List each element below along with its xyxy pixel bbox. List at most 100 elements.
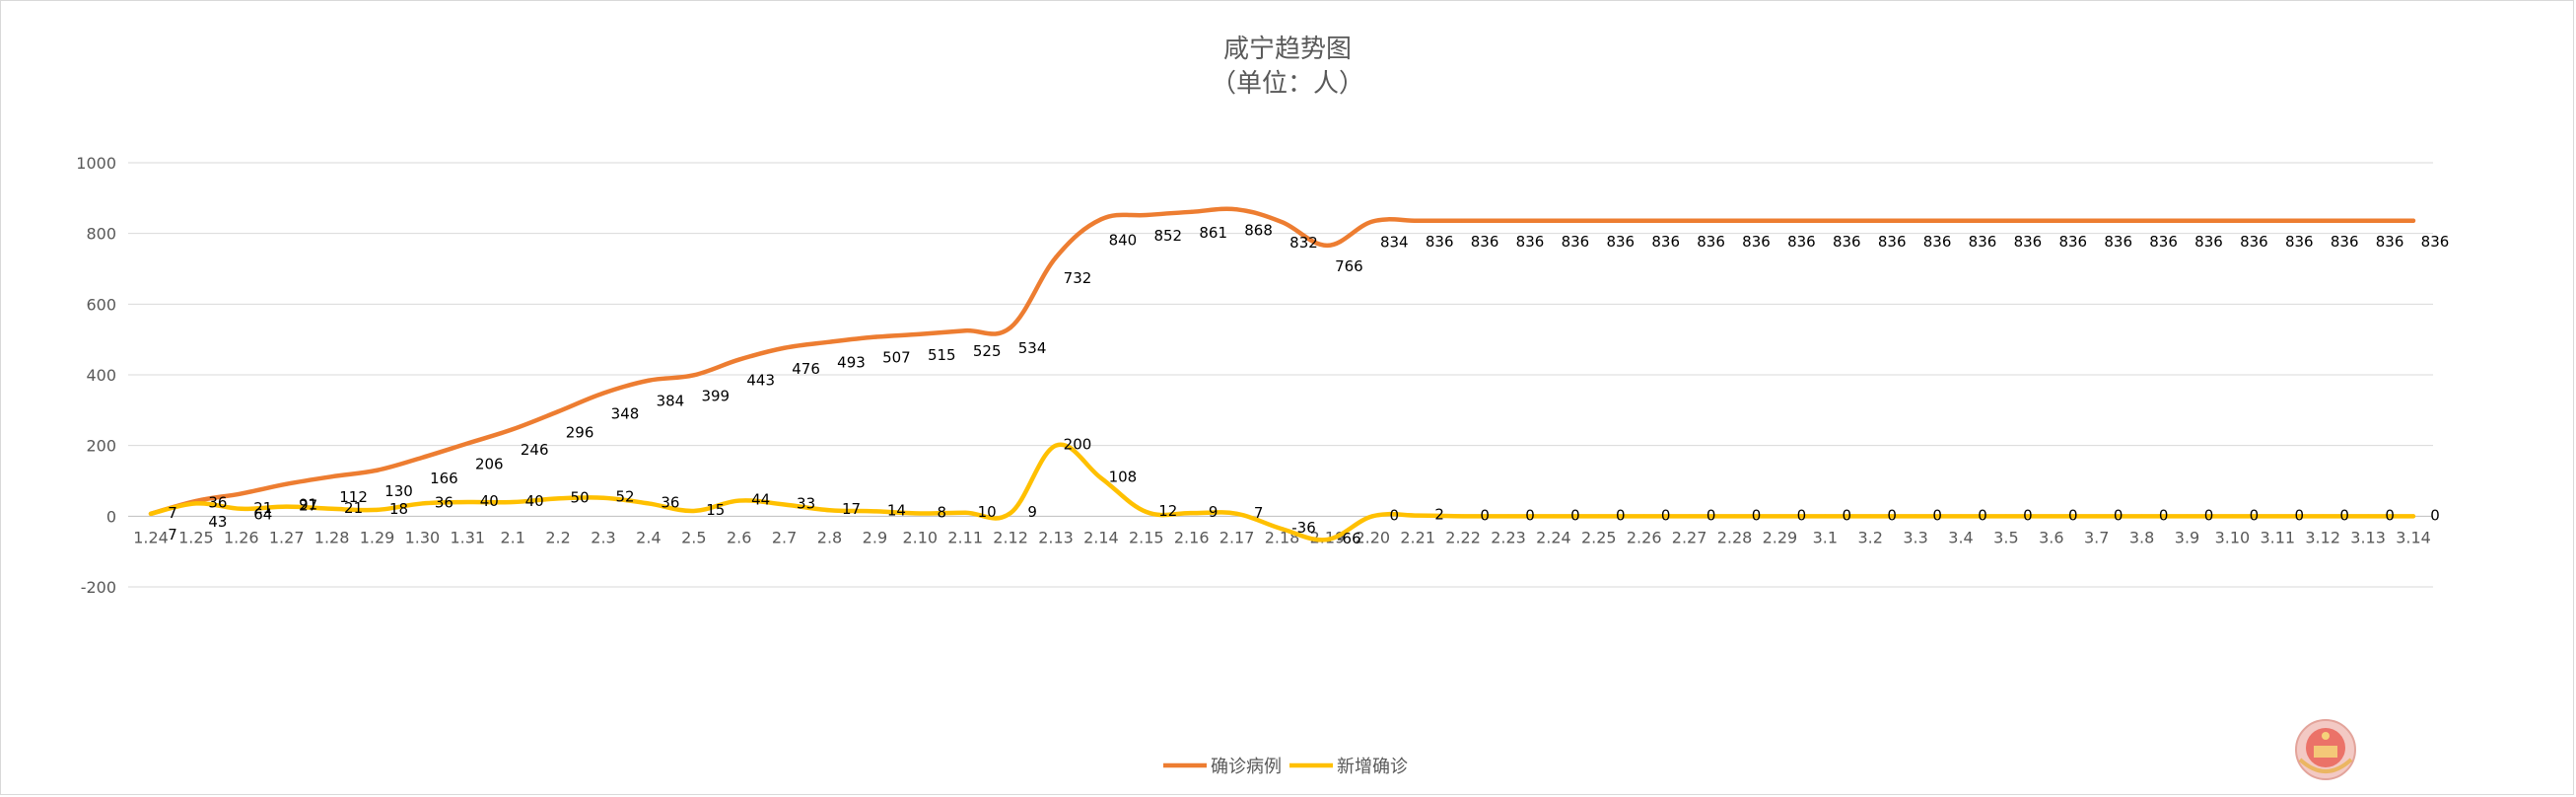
data-point [2321, 514, 2326, 519]
data-point [1641, 514, 1646, 519]
data-label: 861 [1199, 224, 1227, 242]
data-point [1506, 514, 1510, 519]
chart-subtitle: （单位：人） [1211, 69, 1364, 99]
data-label: 17 [842, 500, 861, 518]
data-label: 200 [1064, 436, 1092, 454]
data-label: 9 [1209, 503, 1218, 521]
data-label: 836 [2149, 233, 2178, 251]
data-label: 0 [2023, 506, 2033, 524]
x-tick-label: 2.6 [727, 528, 751, 546]
data-label: 836 [2014, 233, 2043, 251]
data-point [465, 500, 470, 504]
x-tick-label: 1.28 [314, 528, 350, 546]
x-tick-label: 2.2 [545, 528, 570, 546]
data-point [646, 378, 651, 383]
data-point [2185, 218, 2190, 223]
data-label: 0 [2159, 506, 2169, 524]
x-tick-label: 2.29 [1763, 528, 1798, 546]
y-tick-label: -200 [81, 578, 116, 597]
x-tick-label: 2.4 [636, 528, 661, 546]
data-point [691, 508, 696, 513]
data-label: 836 [1923, 233, 1952, 251]
x-tick-label: 1.27 [269, 528, 305, 546]
data-point [1009, 511, 1013, 516]
data-point [1054, 255, 1058, 260]
x-tick-label: 3.8 [2129, 528, 2154, 546]
data-point [827, 508, 832, 513]
data-point [1732, 514, 1737, 519]
national-emblem [2295, 719, 2356, 780]
data-label: 0 [2204, 506, 2214, 524]
data-label: 0 [1932, 506, 1942, 524]
data-point [2003, 514, 2008, 519]
data-point [1777, 514, 1782, 519]
data-point [1959, 218, 1963, 223]
data-label: 0 [2250, 506, 2260, 524]
data-label: 40 [480, 492, 499, 510]
data-point [1461, 514, 1466, 519]
data-label: 52 [615, 488, 634, 506]
data-point [691, 373, 696, 378]
data-label: 36 [435, 493, 453, 511]
x-tick-label: 2.9 [863, 528, 887, 546]
data-point [2003, 218, 2008, 223]
data-label: 836 [2421, 233, 2450, 251]
data-label: 0 [1661, 506, 1671, 524]
data-label: 2 [1434, 506, 1444, 524]
data-point [1098, 475, 1103, 480]
data-point [284, 481, 289, 486]
data-point [1144, 510, 1149, 515]
data-point [2275, 218, 2280, 223]
data-point [2139, 218, 2144, 223]
y-tick-label: 200 [86, 437, 116, 456]
x-tick-label: 2.8 [817, 528, 842, 546]
data-point [2366, 218, 2371, 223]
data-label: 64 [253, 505, 272, 523]
data-label: 33 [797, 495, 815, 513]
data-label: 836 [1471, 233, 1499, 251]
data-point [1596, 218, 1601, 223]
data-label: 43 [208, 513, 227, 531]
data-label: 0 [2295, 506, 2305, 524]
x-tick-label: 2.25 [1581, 528, 1617, 546]
data-label: 836 [2376, 233, 2404, 251]
data-label: 836 [1606, 233, 1635, 251]
data-point [1280, 527, 1285, 532]
data-label: 206 [475, 456, 504, 473]
data-point [1551, 514, 1556, 519]
x-axis: 1.24 1.25 1.26 1.27 1.28 1.29 1.30 1.31 2.1 2.2 2.… [133, 528, 2431, 546]
data-point [1189, 209, 1194, 214]
data-point [872, 334, 877, 339]
x-tick-label: 2.21 [1400, 528, 1435, 546]
data-point [1551, 218, 1556, 223]
data-label: 0 [1480, 506, 1490, 524]
data-label: 0 [1525, 506, 1535, 524]
data-label: 832 [1289, 234, 1318, 252]
data-point [646, 501, 651, 506]
data-label: 0 [1390, 506, 1400, 524]
x-tick-label: 1.30 [405, 528, 441, 546]
x-tick-label: 2.23 [1491, 528, 1526, 546]
data-point [375, 468, 380, 472]
data-label: 348 [611, 405, 640, 423]
data-label: 50 [571, 488, 590, 506]
x-tick-label: 3.4 [1948, 528, 1973, 546]
data-label: -36 [1291, 519, 1316, 537]
data-label: 0 [2385, 506, 2395, 524]
data-point [1596, 514, 1601, 519]
x-tick-label: 2.3 [591, 528, 615, 546]
data-label: 10 [978, 503, 997, 521]
data-label: 0 [2339, 506, 2349, 524]
legend: 确诊病例 新增确诊 [1163, 757, 1408, 777]
data-label: 836 [2104, 233, 2132, 251]
x-tick-label: 2.26 [1627, 528, 1662, 546]
data-label: 836 [2194, 233, 2223, 251]
x-tick-label: 2.24 [1536, 528, 1571, 546]
data-label: 0 [2068, 506, 2078, 524]
data-point [1914, 218, 1918, 223]
data-label: -66 [1337, 530, 1361, 547]
data-label: 12 [1158, 502, 1177, 520]
data-point [329, 506, 334, 511]
x-tick-label: 1.31 [450, 528, 485, 546]
